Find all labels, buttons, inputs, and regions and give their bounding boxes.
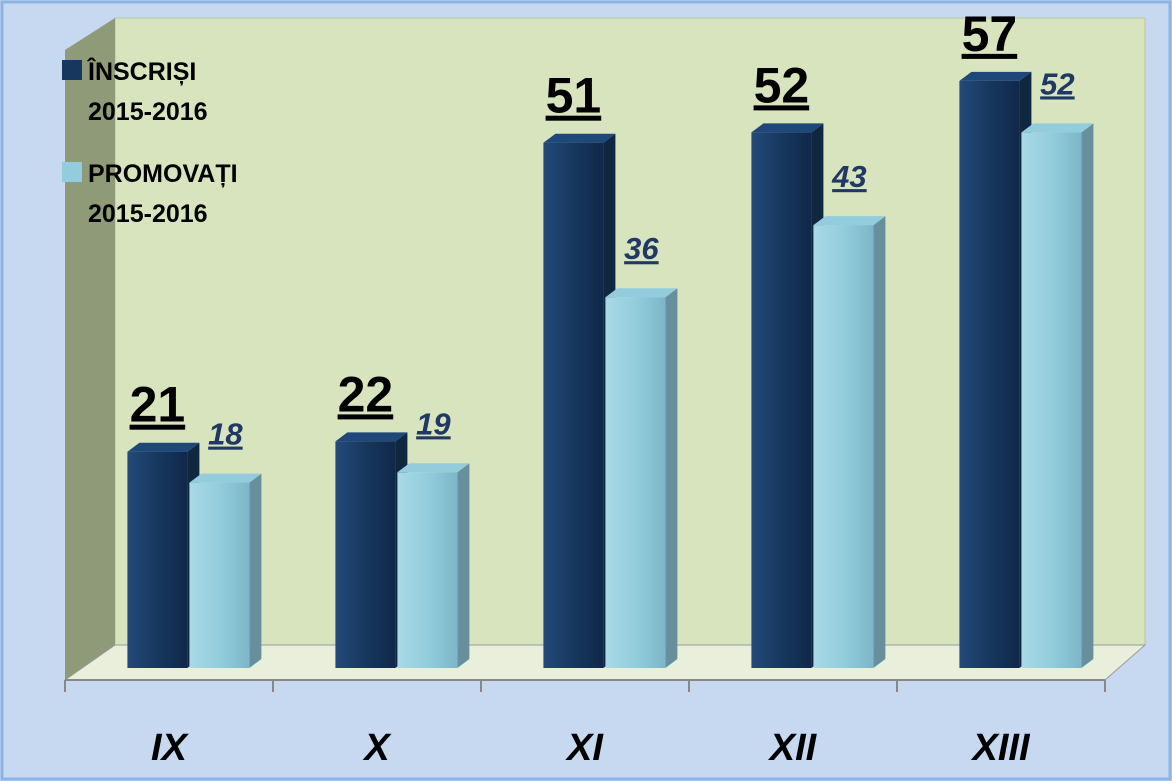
bar-top — [959, 71, 1032, 81]
bar-top — [335, 432, 408, 442]
legend-label: ÎNSCRIȘI 2015-2016 — [88, 58, 208, 126]
value-label: 21 — [130, 377, 186, 433]
bar — [189, 482, 250, 668]
value-label: 43 — [831, 159, 866, 194]
bar — [543, 142, 604, 668]
value-label: 22 — [338, 366, 394, 422]
legend-item: ÎNSCRIȘI 2015-2016 — [62, 52, 302, 132]
bar-side — [249, 473, 262, 668]
bar — [959, 80, 1020, 668]
value-label: 52 — [1040, 66, 1074, 101]
x-tick-label: IX — [151, 727, 190, 769]
bar — [1021, 132, 1082, 668]
bar — [605, 297, 666, 668]
x-tick-label: XII — [768, 727, 818, 769]
bar-side — [1081, 123, 1094, 668]
bar-side — [665, 288, 678, 668]
bar-top — [397, 463, 470, 473]
bar — [397, 472, 458, 668]
bar — [127, 451, 188, 668]
value-label: 57 — [962, 6, 1018, 62]
legend-swatch — [62, 162, 82, 182]
bar-top — [543, 133, 616, 143]
legend-label: PROMOVAȚI 2015-2016 — [88, 160, 238, 228]
legend-item: PROMOVAȚI 2015-2016 — [62, 154, 302, 234]
side-wall — [65, 18, 115, 680]
bar — [813, 225, 874, 668]
legend-swatch — [62, 60, 82, 80]
x-tick-label: XI — [565, 727, 604, 769]
legend: ÎNSCRIȘI 2015-2016 PROMOVAȚI 2015-2016 — [62, 52, 302, 256]
value-label: 51 — [546, 68, 602, 124]
bar — [751, 132, 812, 668]
bar-top — [1021, 123, 1094, 133]
bar — [335, 441, 396, 668]
bar-side — [873, 216, 886, 668]
value-label: 18 — [208, 417, 243, 452]
bar-top — [189, 473, 262, 483]
bar-top — [127, 442, 200, 452]
x-tick-label: XIII — [970, 727, 1030, 769]
bar-top — [605, 288, 678, 298]
value-label: 36 — [624, 231, 659, 266]
value-label: 19 — [416, 406, 451, 441]
bar-top — [751, 123, 824, 133]
value-label: 52 — [754, 57, 810, 113]
bar-top — [813, 216, 886, 226]
x-tick-label: X — [362, 727, 392, 769]
bar-side — [457, 463, 470, 668]
